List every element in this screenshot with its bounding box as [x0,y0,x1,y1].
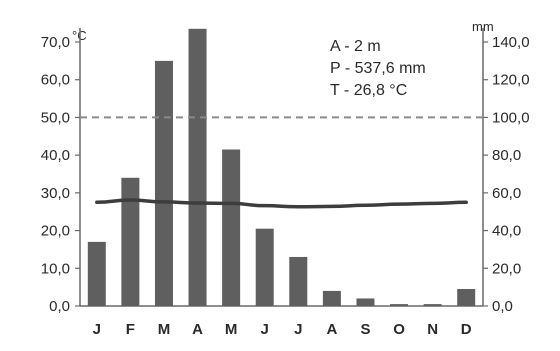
precipitation-bar [322,290,341,306]
month-label: M [225,321,238,338]
month-label: F [126,321,135,338]
month-label: J [261,321,269,338]
left-tick-label: 20,0 [41,223,70,240]
right-tick-label: 0,0 [492,298,513,315]
left-tick-label: 50,0 [41,109,70,126]
left-tick-label: 30,0 [41,185,70,202]
month-label: A [326,321,337,338]
left-tick-label: 70,0 [41,34,70,51]
right-tick-label: 100,0 [492,109,530,126]
month-label: S [360,321,370,338]
precipitation-bars [87,28,476,307]
precipitation-bar [356,298,375,306]
left-tick-label: 0,0 [49,298,70,315]
month-label: J [294,321,302,338]
precipitation-bar [87,241,106,306]
precipitation-bar [121,177,140,306]
right-tick-label: 120,0 [492,72,530,89]
right-tick-label: 40,0 [492,223,521,240]
precipitation-bar [222,149,241,306]
month-label: O [393,321,405,338]
precipitation-bar [255,228,274,306]
month-label: A [192,321,203,338]
precipitation-bar [457,289,476,306]
right-tick-label: 20,0 [492,260,521,277]
left-tick-label: 60,0 [41,72,70,89]
annotation-precipitation: P - 537,6 mm [330,60,426,77]
right-axis-unit: mm [472,19,494,34]
month-label: J [93,321,101,338]
month-label: N [427,321,438,338]
precipitation-bar [390,304,409,306]
precipitation-bar [154,60,173,306]
temperature-line-group [95,198,468,209]
month-label: D [461,321,472,338]
annotation-altitude: A - 2 m [330,38,381,55]
precipitation-bar [188,28,207,307]
left-axis-ticks: 0,0 10,0 20,0 30,0 40,0 50,0 60,0 70,0 [41,34,80,315]
left-tick-label: 40,0 [41,147,70,164]
axes-group [79,28,484,307]
right-tick-label: 80,0 [492,147,521,164]
right-axis-ticks: 0,0 20,0 40,0 60,0 80,0 100,0 120,0 140,0 [483,34,530,315]
right-tick-label: 140,0 [492,34,530,51]
precipitation-bar [289,256,308,306]
left-tick-label: 10,0 [41,260,70,277]
month-label: M [158,321,171,338]
right-tick-label: 60,0 [492,185,521,202]
annotation-temperature: T - 26,8 °C [330,82,407,99]
temperature-line [95,198,468,209]
precipitation-bar [423,304,442,306]
